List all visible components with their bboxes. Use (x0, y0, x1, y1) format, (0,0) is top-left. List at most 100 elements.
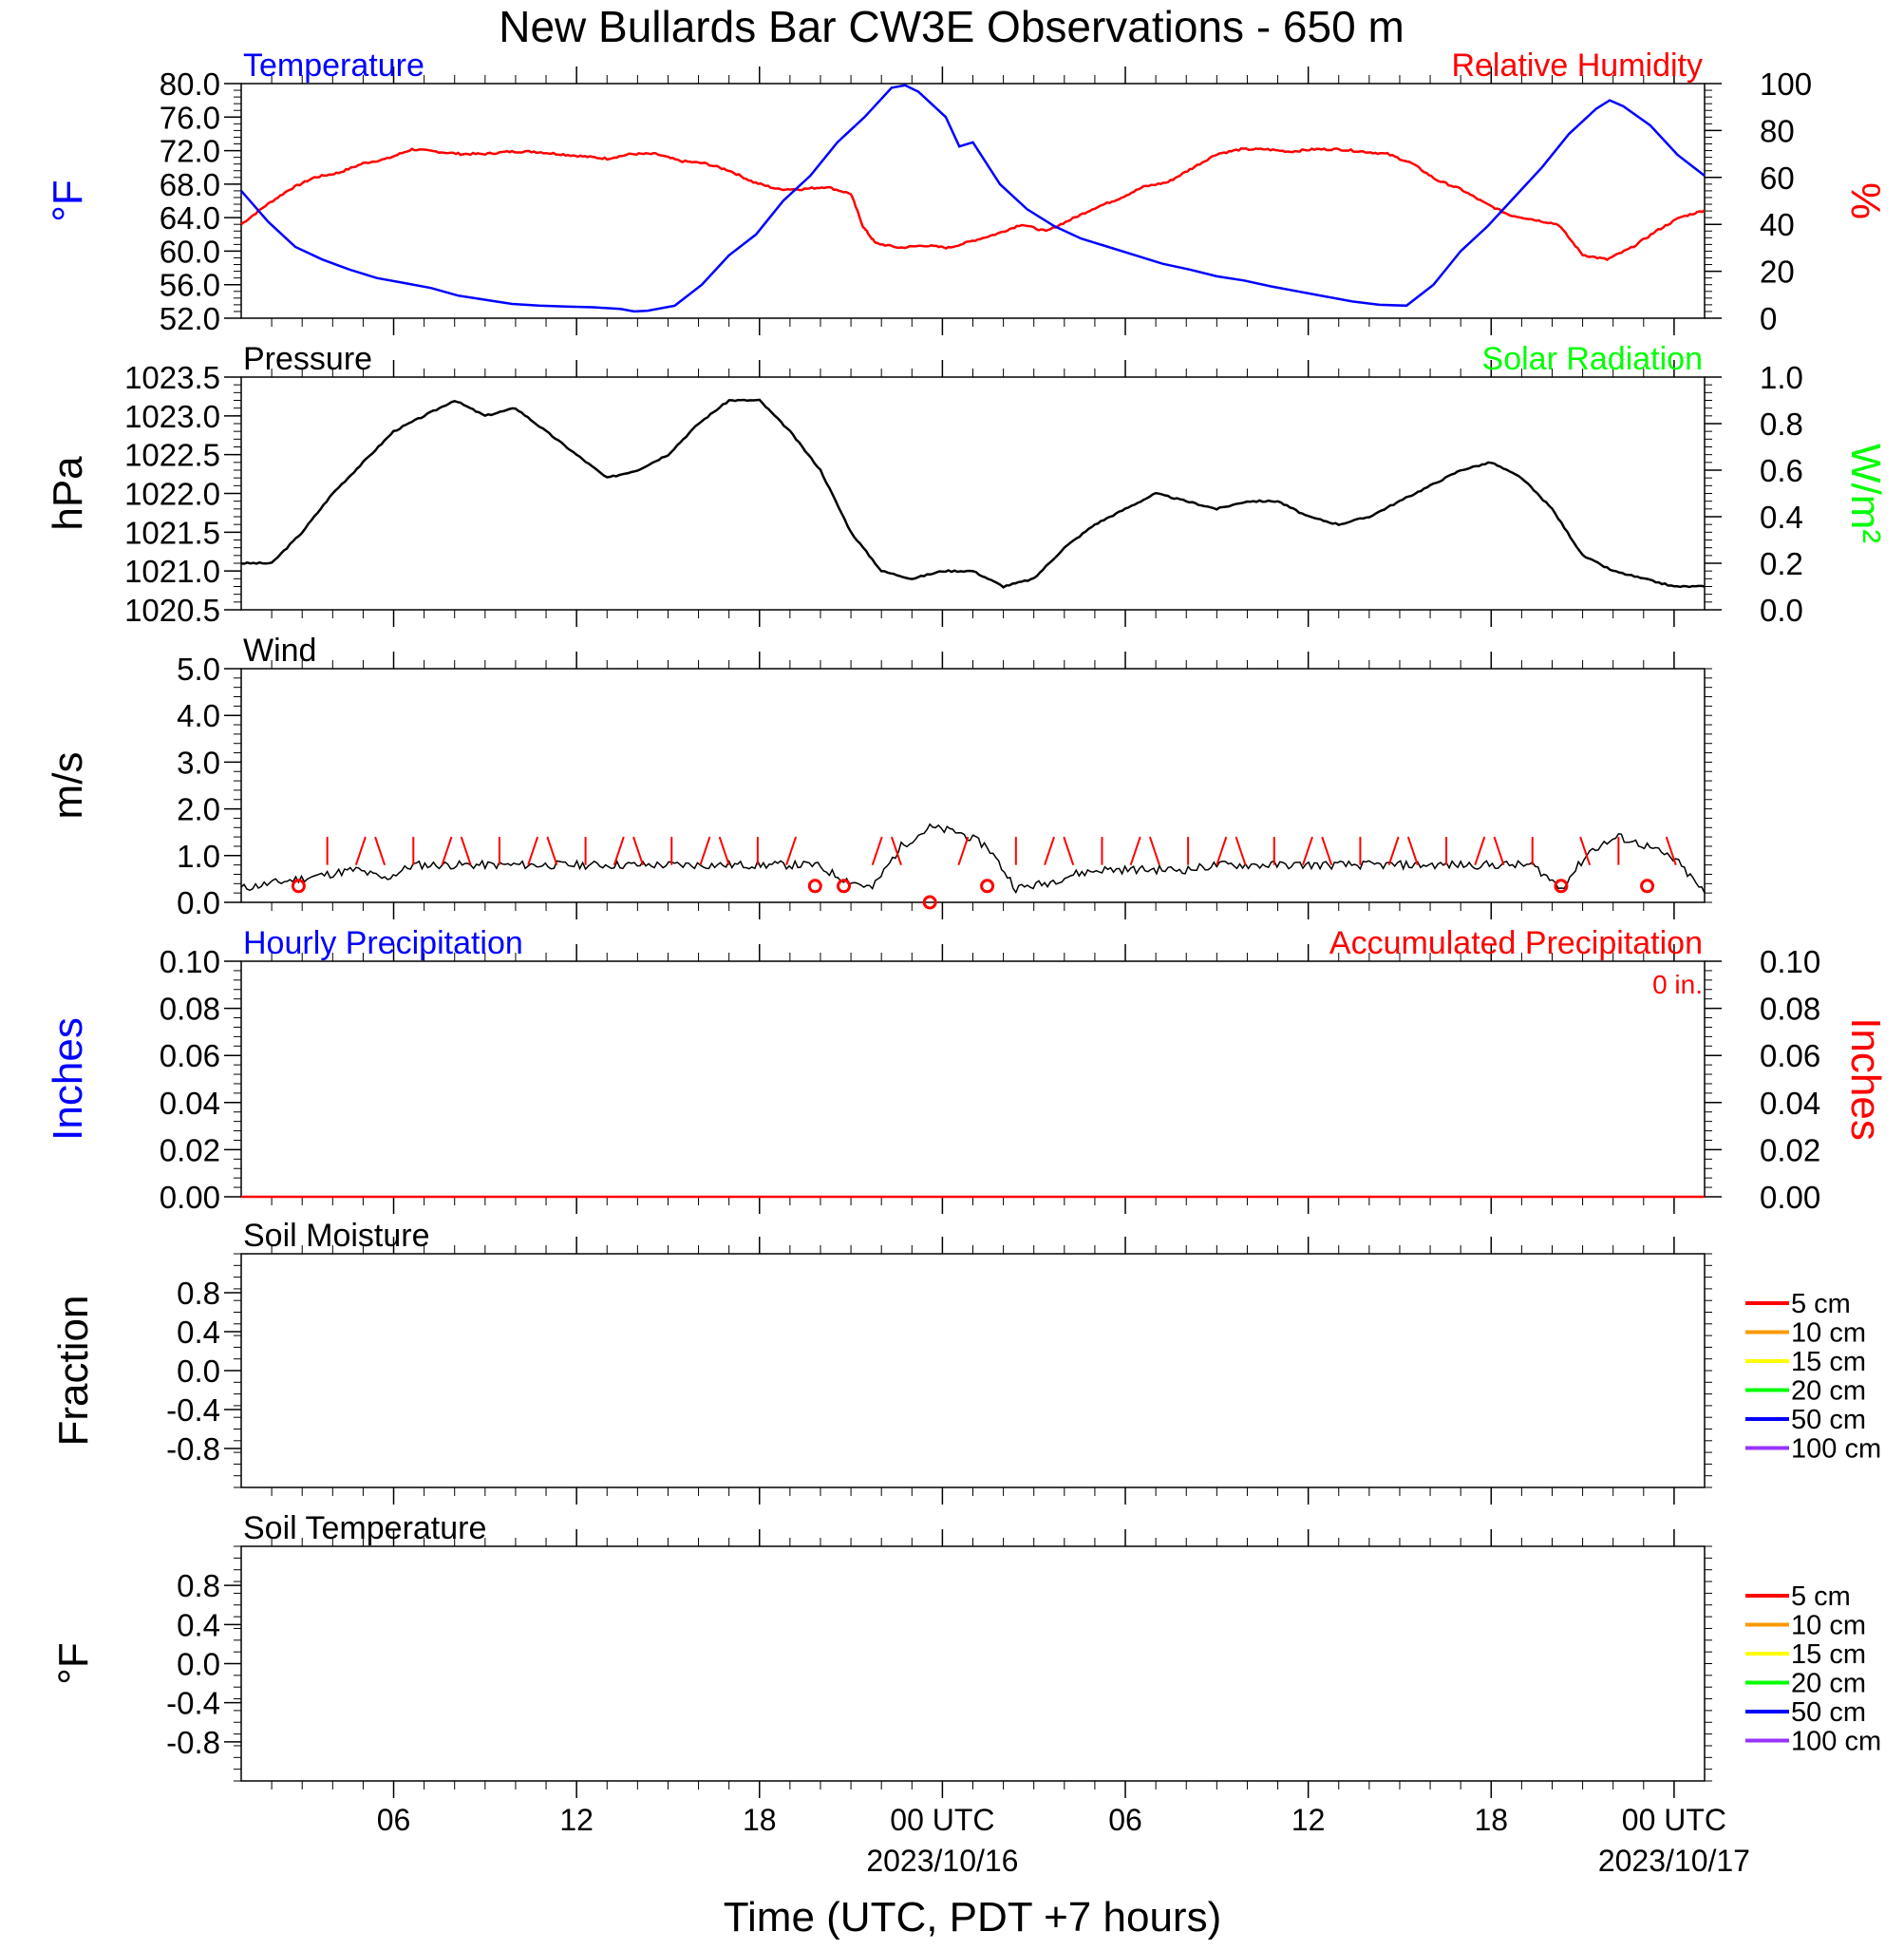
calm-circle (980, 879, 995, 894)
wind-speed-line (240, 823, 1706, 895)
y-tick-label: 3.0 (177, 745, 220, 780)
pressure-line (240, 398, 1706, 589)
soil-moisture-panel: 0.8 0.4 0.0-0.4-0.8 Soil Moisture Fraction 5 … (50, 1218, 1881, 1505)
precip-right-title: Accumulated Precipitation (1329, 925, 1703, 961)
calm-circle (291, 879, 306, 894)
y-tick-label: 0.06 (160, 1038, 220, 1073)
plot-frame (240, 668, 1706, 903)
y-tick-label: 0.08 (160, 992, 220, 1027)
x-tick-label: 12 (559, 1803, 594, 1837)
wind-barb (1235, 836, 1247, 865)
y-tick-label: 76.0 (160, 100, 220, 135)
wind-barb (1387, 836, 1400, 865)
y-right-tick-label: 0.02 (1760, 1132, 1820, 1167)
y-tick-label: 0.10 (160, 944, 220, 979)
y-tick-label: 1020.5 (124, 593, 220, 628)
y-tick-label: 0.8 (177, 1568, 220, 1603)
y-right-tick-label: 80 (1760, 113, 1795, 148)
y-right-tick-label: 0.2 (1760, 546, 1803, 581)
legend-label: 20 cm (1791, 1376, 1866, 1407)
y-tick-label: 1023.0 (124, 399, 220, 434)
wind-barb (441, 836, 453, 865)
y-tick-label: 0.0 (177, 1354, 220, 1389)
y-tick-label: 0.02 (160, 1132, 220, 1167)
wind-barb (785, 836, 798, 865)
x-tick-label: 18 (1474, 1803, 1508, 1837)
y-right-tick-label: 0.8 (1760, 407, 1803, 442)
y-tick-label: 4.0 (177, 698, 220, 733)
pressure-title: Pressure (243, 341, 372, 377)
wind-barb (374, 836, 386, 865)
y-tick-label: 56.0 (160, 268, 220, 303)
y-tick-label: 0.8 (177, 1276, 220, 1311)
y-tick-label: 80.0 (160, 66, 220, 102)
y-tick-label: -0.4 (166, 1686, 220, 1721)
legend-label: 100 cm (1791, 1434, 1881, 1465)
wind-barb (1302, 836, 1313, 865)
legend-label: 20 cm (1791, 1669, 1866, 1699)
y-tick-label: 1022.0 (124, 477, 220, 512)
y-tick-label: 0.0 (177, 885, 220, 920)
wind-barb (718, 836, 730, 865)
wind-barb (460, 836, 472, 865)
y-tick-label: 0.4 (177, 1607, 220, 1642)
x-axis-label: Time (UTC, PDT +7 hours) (724, 1894, 1221, 1941)
y-right-tick-label: 0.0 (1760, 593, 1803, 628)
calm-circle (1554, 879, 1569, 894)
calm-circle (837, 879, 852, 894)
pressure-right-title: Solar Radiation (1482, 341, 1703, 377)
y-right-tick-label: 0.06 (1760, 1038, 1820, 1073)
precip-total: 0 in. (1652, 970, 1703, 999)
legend-label: 5 cm (1791, 1289, 1851, 1319)
y-right-tick-label: 0.08 (1760, 992, 1820, 1027)
legend-label: 15 cm (1791, 1639, 1866, 1670)
x-tick-label: 06 (1108, 1803, 1142, 1837)
y-right-tick-label: 0.00 (1760, 1180, 1820, 1215)
y-right-tick-label: 0.6 (1760, 453, 1803, 488)
wind-barb (1063, 836, 1075, 865)
y-axis-label: hPa (45, 456, 91, 531)
temperature-right-title: Relative Humidity (1451, 47, 1703, 84)
chart-title: New Bullards Bar CW3E Observations - 650… (499, 2, 1404, 51)
humidity-line (240, 146, 1706, 261)
legend-label: 50 cm (1791, 1405, 1866, 1435)
panels: 80.076.072.068.064.060.056.052.0 100 80 60 4… (45, 47, 1889, 1878)
wind-barb (1474, 836, 1486, 865)
y-tick-label: -0.4 (166, 1392, 220, 1428)
wind-panel: 5.0 4.0 3.0 2.0 1.0 0.0 Wind m/s (45, 633, 1712, 920)
y-right-tick-label: 1.0 (1760, 360, 1803, 395)
y-tick-label: 1023.5 (124, 360, 220, 395)
wind-barb (1493, 836, 1505, 865)
wind-title: Wind (243, 633, 316, 669)
wind-barb (871, 836, 883, 865)
wind-barb (527, 836, 539, 865)
legend-label: 10 cm (1791, 1611, 1866, 1641)
wind-barb (613, 836, 625, 865)
soil-moisture-title: Soil Moisture (243, 1218, 430, 1254)
y-tick-label: 0.04 (160, 1086, 220, 1121)
y-axis-label: m/s (45, 752, 91, 820)
y-tick-label: 64.0 (160, 200, 220, 236)
plot-frame (240, 1253, 1706, 1488)
wind-barb (699, 836, 711, 865)
y-axis-label: °F (50, 1642, 97, 1684)
x-tick-label: 06 (377, 1803, 411, 1837)
wind-barb (1129, 836, 1141, 865)
legend-label: 10 cm (1791, 1318, 1866, 1349)
y-tick-label: 1.0 (177, 839, 220, 874)
wind-barb (1406, 836, 1419, 865)
legend-label: 5 cm (1791, 1581, 1851, 1612)
y-tick-label: 68.0 (160, 167, 220, 202)
y-axis-label: °F (45, 180, 91, 221)
y-tick-label: 0.00 (160, 1180, 220, 1215)
y-tick-label: -0.8 (166, 1431, 220, 1467)
y-right-tick-label: 20 (1760, 255, 1795, 290)
y-tick-label: 0.4 (177, 1315, 220, 1350)
y-tick-label: 0.0 (177, 1647, 220, 1682)
y-tick-label: 1022.5 (124, 438, 220, 473)
y-right-tick-label: 0 (1760, 301, 1777, 336)
wind-barb (1216, 836, 1228, 865)
